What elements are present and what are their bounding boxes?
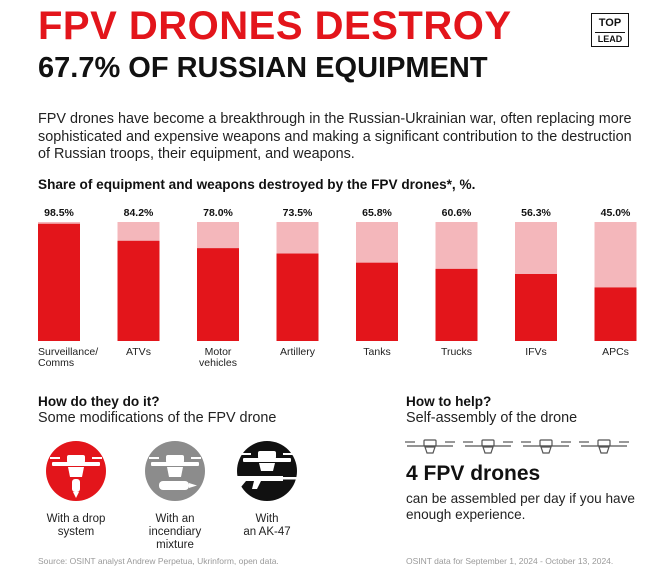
bar-value-label: 98.5% xyxy=(44,207,74,219)
category-label: vehicles xyxy=(199,357,237,369)
bar-destroyed xyxy=(435,268,478,341)
main-subtitle: 67.7% OF RUSSIAN EQUIPMENT xyxy=(38,52,488,84)
drone-ak47-icon xyxy=(233,441,297,501)
bar-destroyed xyxy=(38,223,80,341)
mod-caption-line: With an xyxy=(155,513,195,525)
bar-destroyed xyxy=(594,287,637,341)
source-note: Source: OSINT analyst Andrew Perpetua, U… xyxy=(38,556,279,566)
category-label: Comms xyxy=(38,357,74,369)
help-subtitle: Self-assembly of the drone xyxy=(406,410,578,426)
mod-caption-line: system xyxy=(57,526,95,538)
bar-value-label: 84.2% xyxy=(124,207,154,219)
bar-destroyed xyxy=(515,274,557,341)
category-label: IFVs xyxy=(525,346,547,358)
bar-value-label: 78.0% xyxy=(203,207,233,219)
drone-drop-system-icon xyxy=(46,441,106,501)
how-subtitle: Some modifications of the FPV drone xyxy=(38,410,277,426)
mod-caption-line: With a drop xyxy=(46,513,106,525)
logo-divider xyxy=(595,32,625,33)
mod-incendiary: With an incendiary mixture xyxy=(130,440,220,552)
category-label: Trucks xyxy=(441,346,472,358)
bar-destroyed xyxy=(276,253,319,341)
data-period-note: OSINT data for September 1, 2024 - Octob… xyxy=(406,556,614,566)
top-lead-logo[interactable]: TOP LEAD xyxy=(591,13,629,47)
category-label: APCs xyxy=(602,346,629,358)
drone-icons-row xyxy=(405,437,635,464)
bar-destroyed xyxy=(356,262,398,341)
chart-title: Share of equipment and weapons destroyed… xyxy=(38,177,476,192)
mod-ak47: With an AK-47 xyxy=(222,440,312,539)
bar-destroyed xyxy=(117,240,160,341)
mod-caption-line: With xyxy=(255,513,279,525)
logo-bottom-text: LEAD xyxy=(597,34,623,44)
bar-chart: 98.5% Surveillance/Comms 84.2% ATVs 78.0% Mot… xyxy=(38,207,637,369)
logo-top-text: TOP xyxy=(598,17,622,29)
drones-per-day-note: can be assembled per day if you have eno… xyxy=(406,491,635,522)
bar-value-label: 65.8% xyxy=(362,207,392,219)
bar-value-label: 60.6% xyxy=(442,207,472,219)
category-label: Artillery xyxy=(280,346,316,358)
bar-destroyed xyxy=(197,248,239,341)
category-label: ATVs xyxy=(126,346,151,358)
bar-value-label: 73.5% xyxy=(283,207,313,219)
bar-value-label: 56.3% xyxy=(521,207,551,219)
drones-per-day: 4 FPV drones xyxy=(406,462,541,485)
mod-caption-line: incendiary mixture xyxy=(148,526,202,551)
category-label: Surveillance/ xyxy=(38,346,98,358)
category-label: Motor xyxy=(205,346,232,358)
intro-paragraph: FPV drones have become a breakthrough in… xyxy=(38,111,632,162)
bar-value-label: 45.0% xyxy=(601,207,631,219)
drone-incendiary-icon xyxy=(145,441,205,501)
small-drones-icon xyxy=(405,439,629,454)
help-title: How to help? xyxy=(406,394,492,409)
how-title: How do they do it? xyxy=(38,394,160,409)
category-label: Tanks xyxy=(363,346,390,358)
mod-caption-line: an AK-47 xyxy=(243,526,291,538)
main-title: FPV DRONES DESTROY xyxy=(38,4,512,48)
mod-drop-system: With a drop system xyxy=(31,440,121,539)
